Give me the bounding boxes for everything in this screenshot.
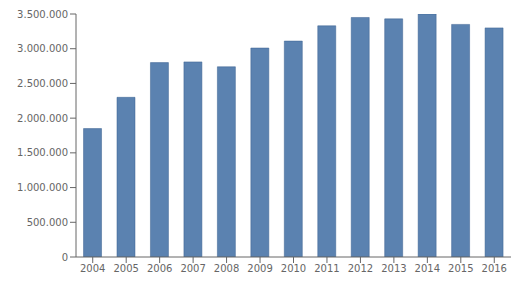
- svg-text:2012: 2012: [348, 263, 373, 274]
- svg-text:2009: 2009: [247, 263, 272, 274]
- svg-text:2014: 2014: [415, 263, 440, 274]
- svg-text:2.000.000: 2.000.000: [17, 113, 68, 124]
- svg-text:2006: 2006: [147, 263, 172, 274]
- svg-text:2015: 2015: [448, 263, 473, 274]
- svg-text:2008: 2008: [214, 263, 239, 274]
- svg-text:0: 0: [62, 252, 68, 263]
- svg-text:3.500.000: 3.500.000: [17, 9, 68, 20]
- svg-text:2013: 2013: [381, 263, 406, 274]
- svg-text:2010: 2010: [281, 263, 306, 274]
- svg-text:2011: 2011: [314, 263, 339, 274]
- svg-text:2005: 2005: [113, 263, 138, 274]
- svg-text:2004: 2004: [80, 263, 105, 274]
- svg-text:3.000.000: 3.000.000: [17, 43, 68, 54]
- svg-text:2.500.000: 2.500.000: [17, 78, 68, 89]
- svg-text:2007: 2007: [180, 263, 205, 274]
- svg-text:2016: 2016: [482, 263, 507, 274]
- svg-text:1.000.000: 1.000.000: [17, 182, 68, 193]
- svg-text:500.000: 500.000: [27, 217, 68, 228]
- svg-text:1.500.000: 1.500.000: [17, 147, 68, 158]
